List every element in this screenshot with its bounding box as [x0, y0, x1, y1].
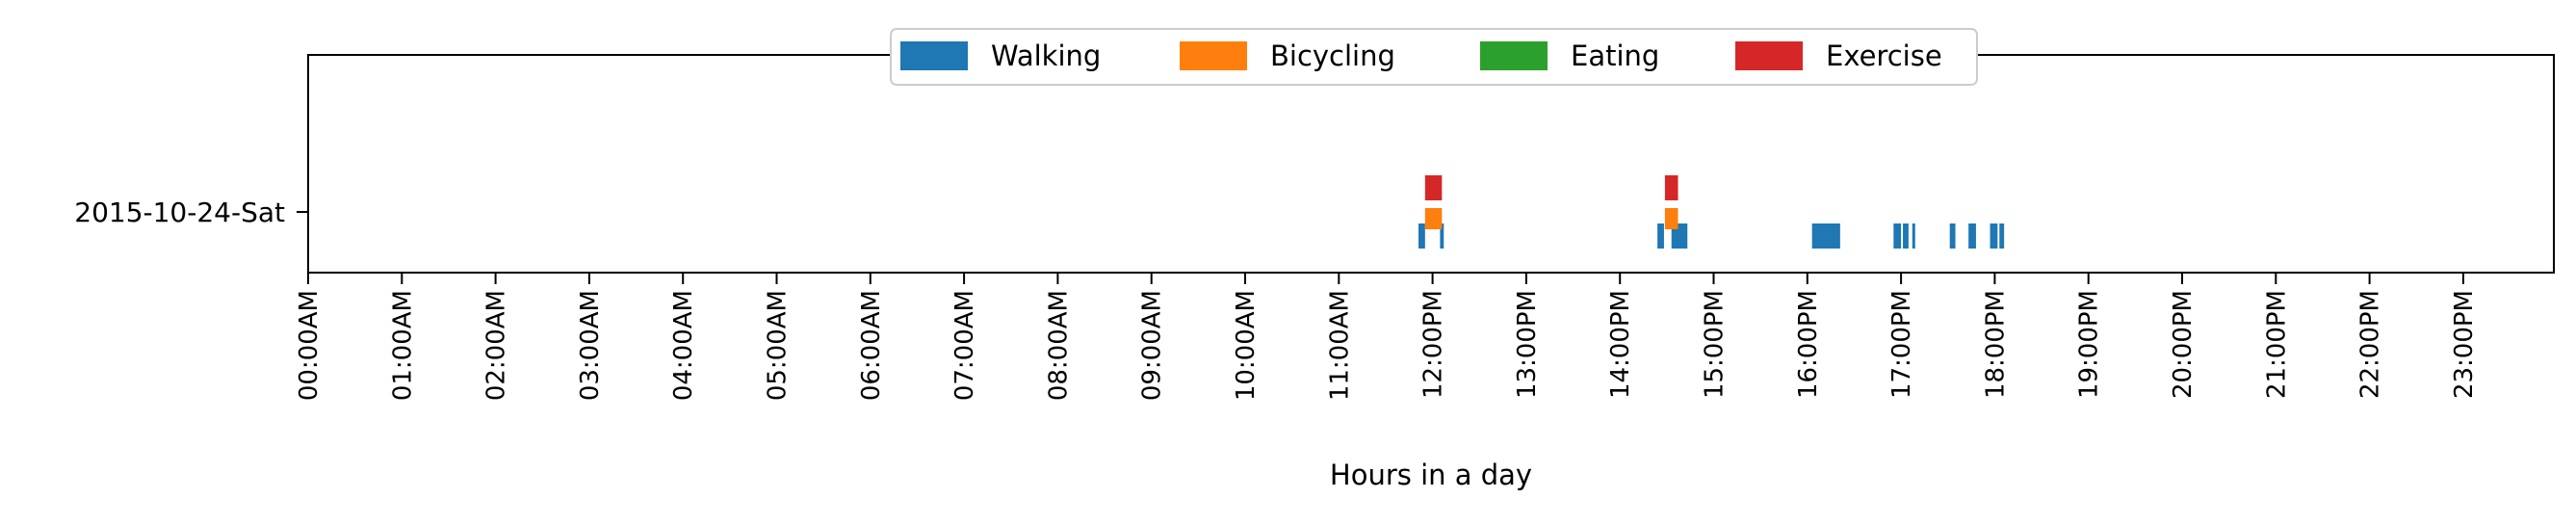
x-tick-label: 18:00PM: [1981, 290, 2010, 399]
x-axis: 00:00AM 01:00AM 02:00AM 03:00AM 04:00AM 05:00…: [295, 273, 2479, 401]
activity-bar-walking: [1912, 223, 1915, 249]
x-tick-label: 16:00PM: [1794, 290, 1823, 399]
x-axis-label: Hours in a day: [1330, 459, 1532, 491]
y-axis: 2015-10-24-Sat: [74, 197, 308, 228]
x-tick-label: 08:00AM: [1044, 290, 1073, 401]
activity-marks: [1418, 175, 2005, 249]
activity-bar-exercise: [1664, 175, 1678, 200]
legend-entry-walking: Walking: [900, 39, 1101, 72]
x-tick-label: 17:00PM: [1887, 290, 1916, 399]
activity-bar-walking: [1811, 223, 1840, 249]
activity-bar-walking: [1893, 223, 1902, 249]
x-tick-label: 00:00AM: [295, 290, 324, 401]
x-tick-label: 01:00AM: [388, 290, 417, 401]
legend-swatch: [1480, 41, 1548, 70]
legend: Walking Bicycling Eating Exercise: [890, 28, 1978, 86]
legend-label: Exercise: [1826, 39, 1942, 72]
activity-bar-walking: [1657, 223, 1664, 249]
x-tick-label: 09:00AM: [1138, 290, 1167, 401]
x-tick-label: 11:00AM: [1325, 290, 1354, 401]
activity-bar-exercise: [1424, 175, 1443, 200]
x-tick-label: 02:00AM: [482, 290, 511, 401]
x-tick-label: 21:00PM: [2262, 290, 2291, 399]
x-tick-label: 06:00AM: [857, 290, 886, 401]
legend-frame: [890, 28, 1978, 86]
legend-entry-eating: Eating: [1480, 39, 1659, 72]
legend-swatch: [1180, 41, 1247, 70]
activity-bar-bicycling: [1424, 208, 1443, 229]
plot-frame: [307, 54, 2555, 274]
x-tick-label: 15:00PM: [1701, 290, 1730, 399]
legend-entry-exercise: Exercise: [1735, 39, 1942, 72]
legend-entry-bicycling: Bicycling: [1180, 39, 1395, 72]
x-tick-label: 20:00PM: [2169, 290, 2198, 399]
x-tick-label: 12:00PM: [1419, 290, 1448, 399]
legend-label: Bicycling: [1270, 39, 1395, 72]
legend-label: Walking: [991, 39, 1101, 72]
activity-bar-walking: [1671, 223, 1688, 249]
x-tick-label: 10:00AM: [1232, 290, 1261, 401]
x-tick-label: 04:00AM: [669, 290, 698, 401]
x-tick-label: 03:00AM: [576, 290, 605, 401]
activity-bar-walking: [1949, 223, 1956, 249]
activity-bar-walking: [1999, 223, 2005, 249]
x-tick-label: 13:00PM: [1513, 290, 1542, 399]
activity-bar-walking: [1440, 223, 1444, 249]
activity-bar-walking: [1418, 223, 1425, 249]
x-tick-label: 14:00PM: [1606, 290, 1635, 399]
activity-bar-walking: [1990, 223, 1998, 249]
x-tick-label: 23:00PM: [2450, 290, 2479, 399]
x-tick-label: 05:00AM: [764, 290, 793, 401]
x-tick-label: 22:00PM: [2356, 290, 2385, 399]
activity-bar-walking: [1968, 223, 1976, 249]
legend-label: Eating: [1571, 39, 1659, 72]
activity-bar-walking: [1903, 223, 1909, 249]
y-tick-label: 2015-10-24-Sat: [74, 197, 285, 228]
x-tick-label: 07:00AM: [950, 290, 979, 401]
activity-bar-bicycling: [1664, 208, 1678, 229]
legend-swatch: [1735, 41, 1803, 70]
x-tick-label: 19:00PM: [2075, 290, 2104, 399]
legend-swatch: [900, 41, 968, 70]
